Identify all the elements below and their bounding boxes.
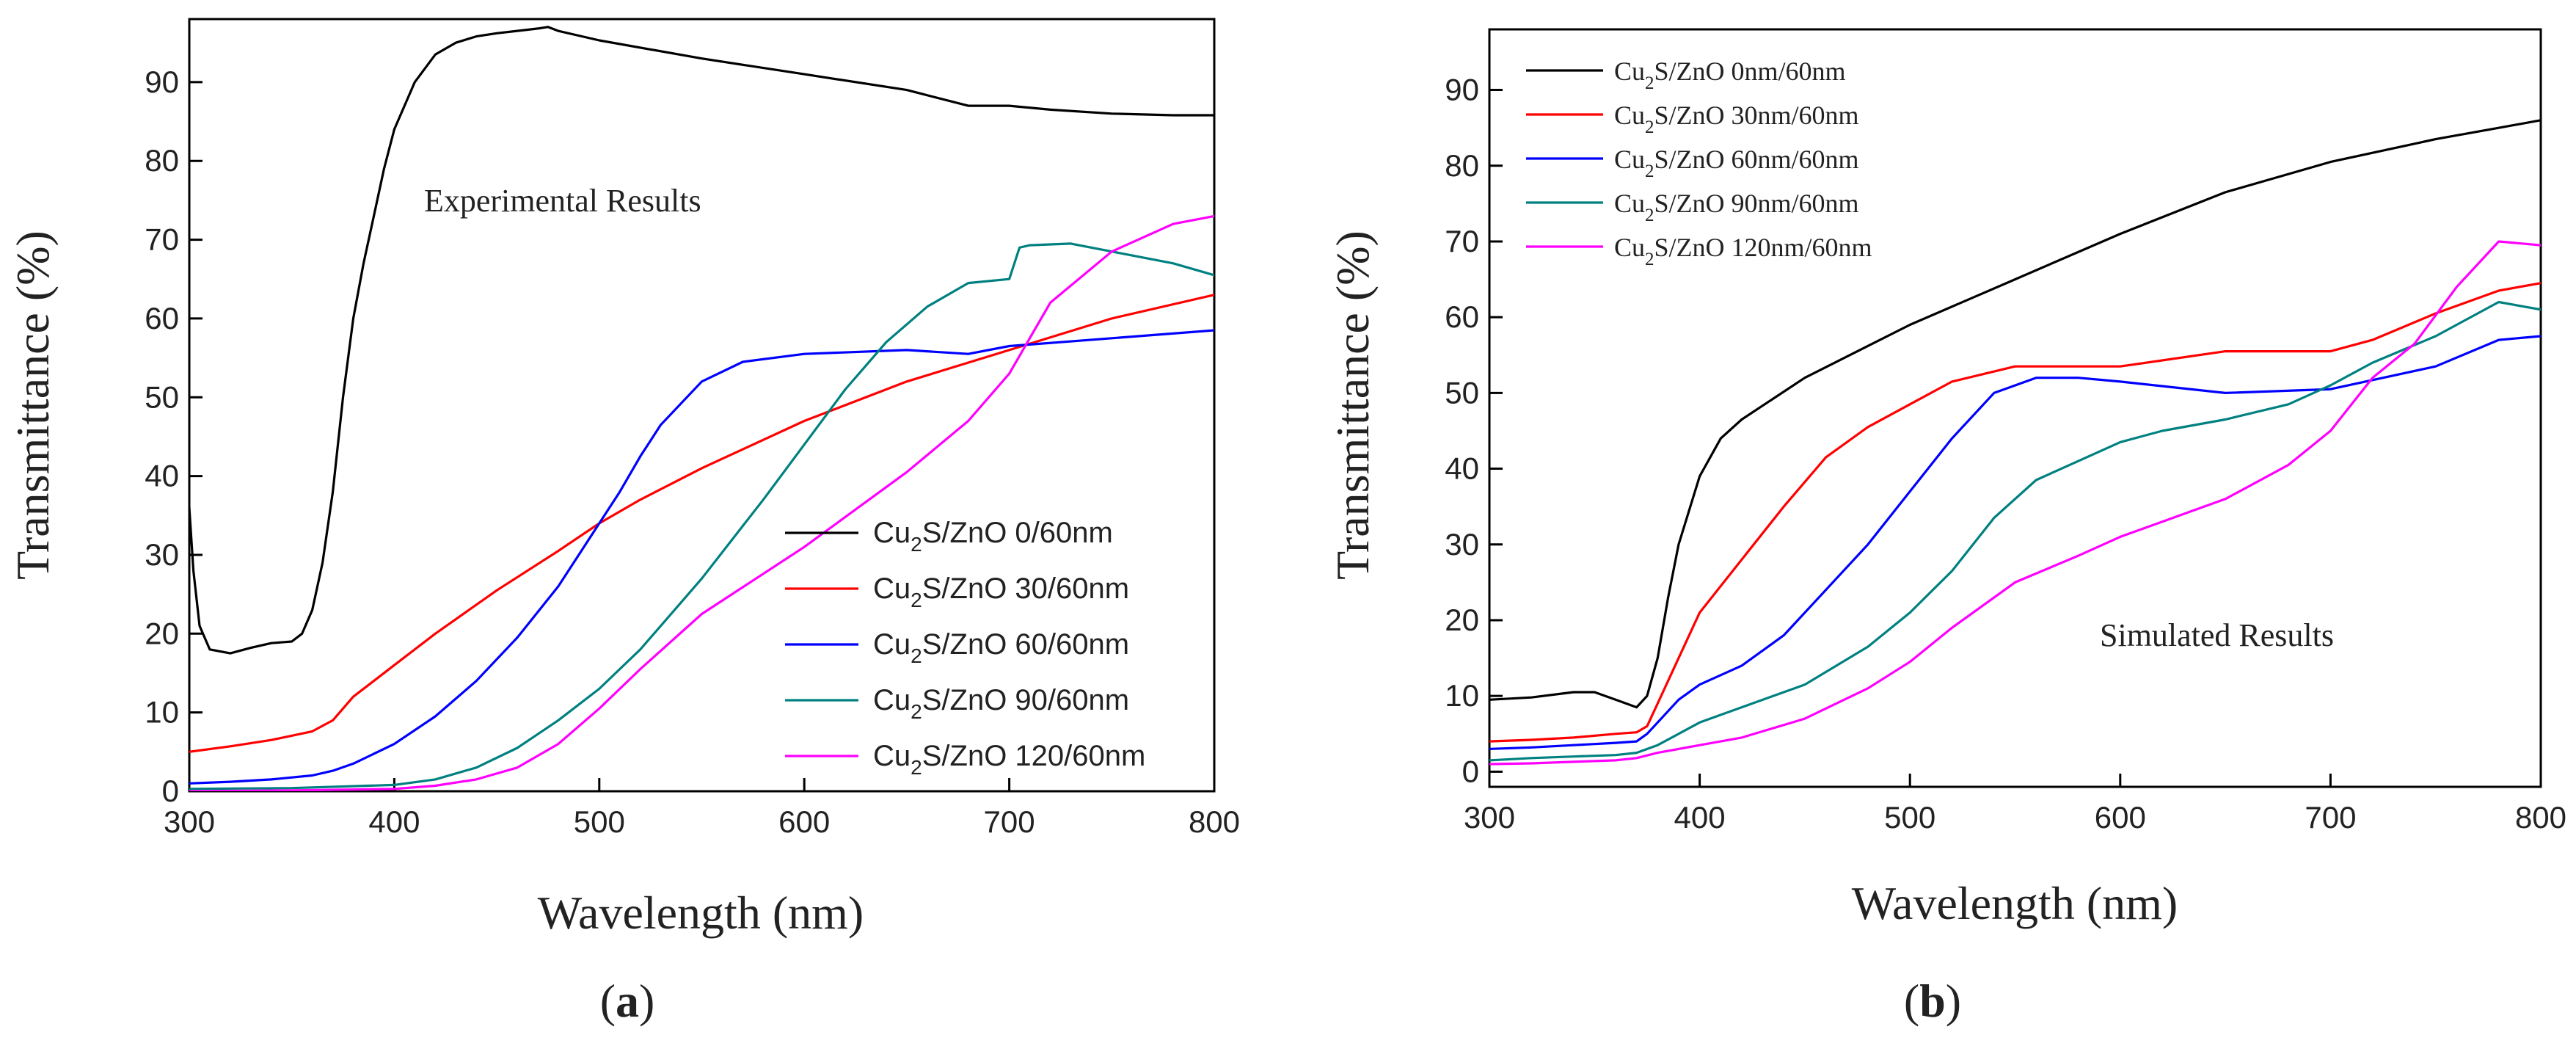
legend-label-a-3: Cu2S/ZnO 90/60nm [873, 684, 1129, 723]
x-tick-label-b: 400 [1674, 800, 1726, 835]
y-tick-label-a: 70 [145, 222, 179, 257]
y-tick-label-b: 80 [1445, 148, 1479, 183]
x-axis-label-b: Wavelength (nm) [1852, 877, 2178, 929]
x-tick-label-a: 500 [574, 804, 625, 839]
legend-label-b-3: Cu2S/ZnO 90nm/60nm [1614, 189, 1859, 225]
legend-b: Cu2S/ZnO 0nm/60nm Cu2S/ZnO 30nm/60nm Cu2S/… [1526, 57, 1872, 269]
x-tick-label-b: 700 [2305, 800, 2356, 835]
legend-label-b-4: Cu2S/ZnO 120nm/60nm [1614, 233, 1872, 269]
legend-label-a-2: Cu2S/ZnO 60/60nm [873, 628, 1129, 667]
y-axis-label-a: Transmittance (%) [7, 230, 59, 580]
y-tick-label-b: 0 [1462, 754, 1479, 788]
legend-label-b-2: Cu2S/ZnO 60nm/60nm [1614, 145, 1859, 181]
legend-a: Cu2S/ZnO 0/60nm Cu2S/ZnO 30/60nm Cu2S/ZnO … [785, 517, 1145, 779]
y-tick-label-a: 20 [145, 616, 179, 650]
chart-panel-a: 300 400 500 600 700 800 0 10 20 30 40 50 60 70 80 90 Cu… [7, 18, 1240, 1027]
y-tick-label-b: 10 [1445, 678, 1479, 713]
series-line-b-1 [1489, 282, 2541, 743]
x-tick-label-a: 400 [368, 804, 420, 839]
plot-frame-a [188, 18, 1216, 793]
legend-label-a-4: Cu2S/ZnO 120/60nm [873, 740, 1145, 779]
y-tick-label-b: 90 [1445, 73, 1479, 107]
chart-panel-b: 300 400 500 600 700 800 0 10 20 30 40 50 60 70 80 90 Cu… [1327, 28, 2566, 1027]
legend-label-a-0: Cu2S/ZnO 0/60nm [873, 517, 1113, 556]
panel-label-a-close: ) [639, 975, 654, 1027]
x-tick-label-a: 600 [778, 804, 830, 839]
annotation-experimental: Experimental Results [424, 183, 701, 219]
panel-label-b: (b) [1904, 975, 1961, 1027]
panel-label-b-open: ( [1904, 975, 1919, 1027]
series-line-a-1 [189, 294, 1214, 753]
y-tick-label-b: 20 [1445, 603, 1479, 637]
x-tick-label-a: 300 [164, 804, 215, 839]
series-line-b-4 [1489, 240, 2541, 766]
y-tick-label-b: 60 [1445, 299, 1479, 334]
panel-label-a: (a) [600, 975, 655, 1027]
y-axis-label-b: Transmittance (%) [1327, 230, 1379, 580]
y-tick-label-a: 60 [145, 301, 179, 335]
x-tick-label-b: 300 [1464, 800, 1515, 835]
x-tick-label-b: 800 [2515, 800, 2566, 835]
series-line-a-4 [189, 214, 1214, 791]
legend-label-b-1: Cu2S/ZnO 30nm/60nm [1614, 101, 1859, 137]
y-tick-label-a: 50 [145, 379, 179, 414]
y-tick-label-a: 80 [145, 143, 179, 178]
y-tick-label-b: 50 [1445, 375, 1479, 410]
series-line-b-3 [1489, 300, 2541, 762]
x-tick-label-a: 700 [984, 804, 1035, 839]
y-tick-label-a: 90 [145, 65, 179, 99]
panel-label-a-open: ( [600, 975, 616, 1027]
y-tick-label-a: 10 [145, 695, 179, 730]
panel-label-b-letter: b [1919, 975, 1946, 1027]
series-line-a-3 [189, 242, 1214, 791]
series-line-b-0 [1489, 119, 2541, 709]
legend-label-a-1: Cu2S/ZnO 30/60nm [873, 573, 1129, 611]
annotation-simulated: Simulated Results [2100, 617, 2334, 653]
x-tick-label-a: 800 [1189, 804, 1240, 839]
y-tick-label-a: 0 [162, 774, 179, 808]
x-tick-label-b: 500 [1884, 800, 1935, 835]
y-tick-label-b: 40 [1445, 451, 1479, 486]
panel-label-b-close: ) [1946, 975, 1961, 1027]
x-axis-label-a: Wavelength (nm) [538, 887, 864, 939]
series-line-b-2 [1489, 335, 2541, 751]
x-tick-label-b: 600 [2095, 800, 2146, 835]
panel-label-a-letter: a [616, 975, 639, 1027]
series-line-a-0 [189, 26, 1214, 655]
plot-frame-b [1488, 28, 2542, 788]
y-tick-label-a: 40 [145, 459, 179, 493]
y-tick-label-b: 30 [1445, 527, 1479, 562]
series-line-a-2 [189, 329, 1214, 785]
y-tick-label-b: 70 [1445, 224, 1479, 258]
legend-label-b-0: Cu2S/ZnO 0nm/60nm [1614, 57, 1846, 93]
y-tick-label-a: 30 [145, 537, 179, 572]
